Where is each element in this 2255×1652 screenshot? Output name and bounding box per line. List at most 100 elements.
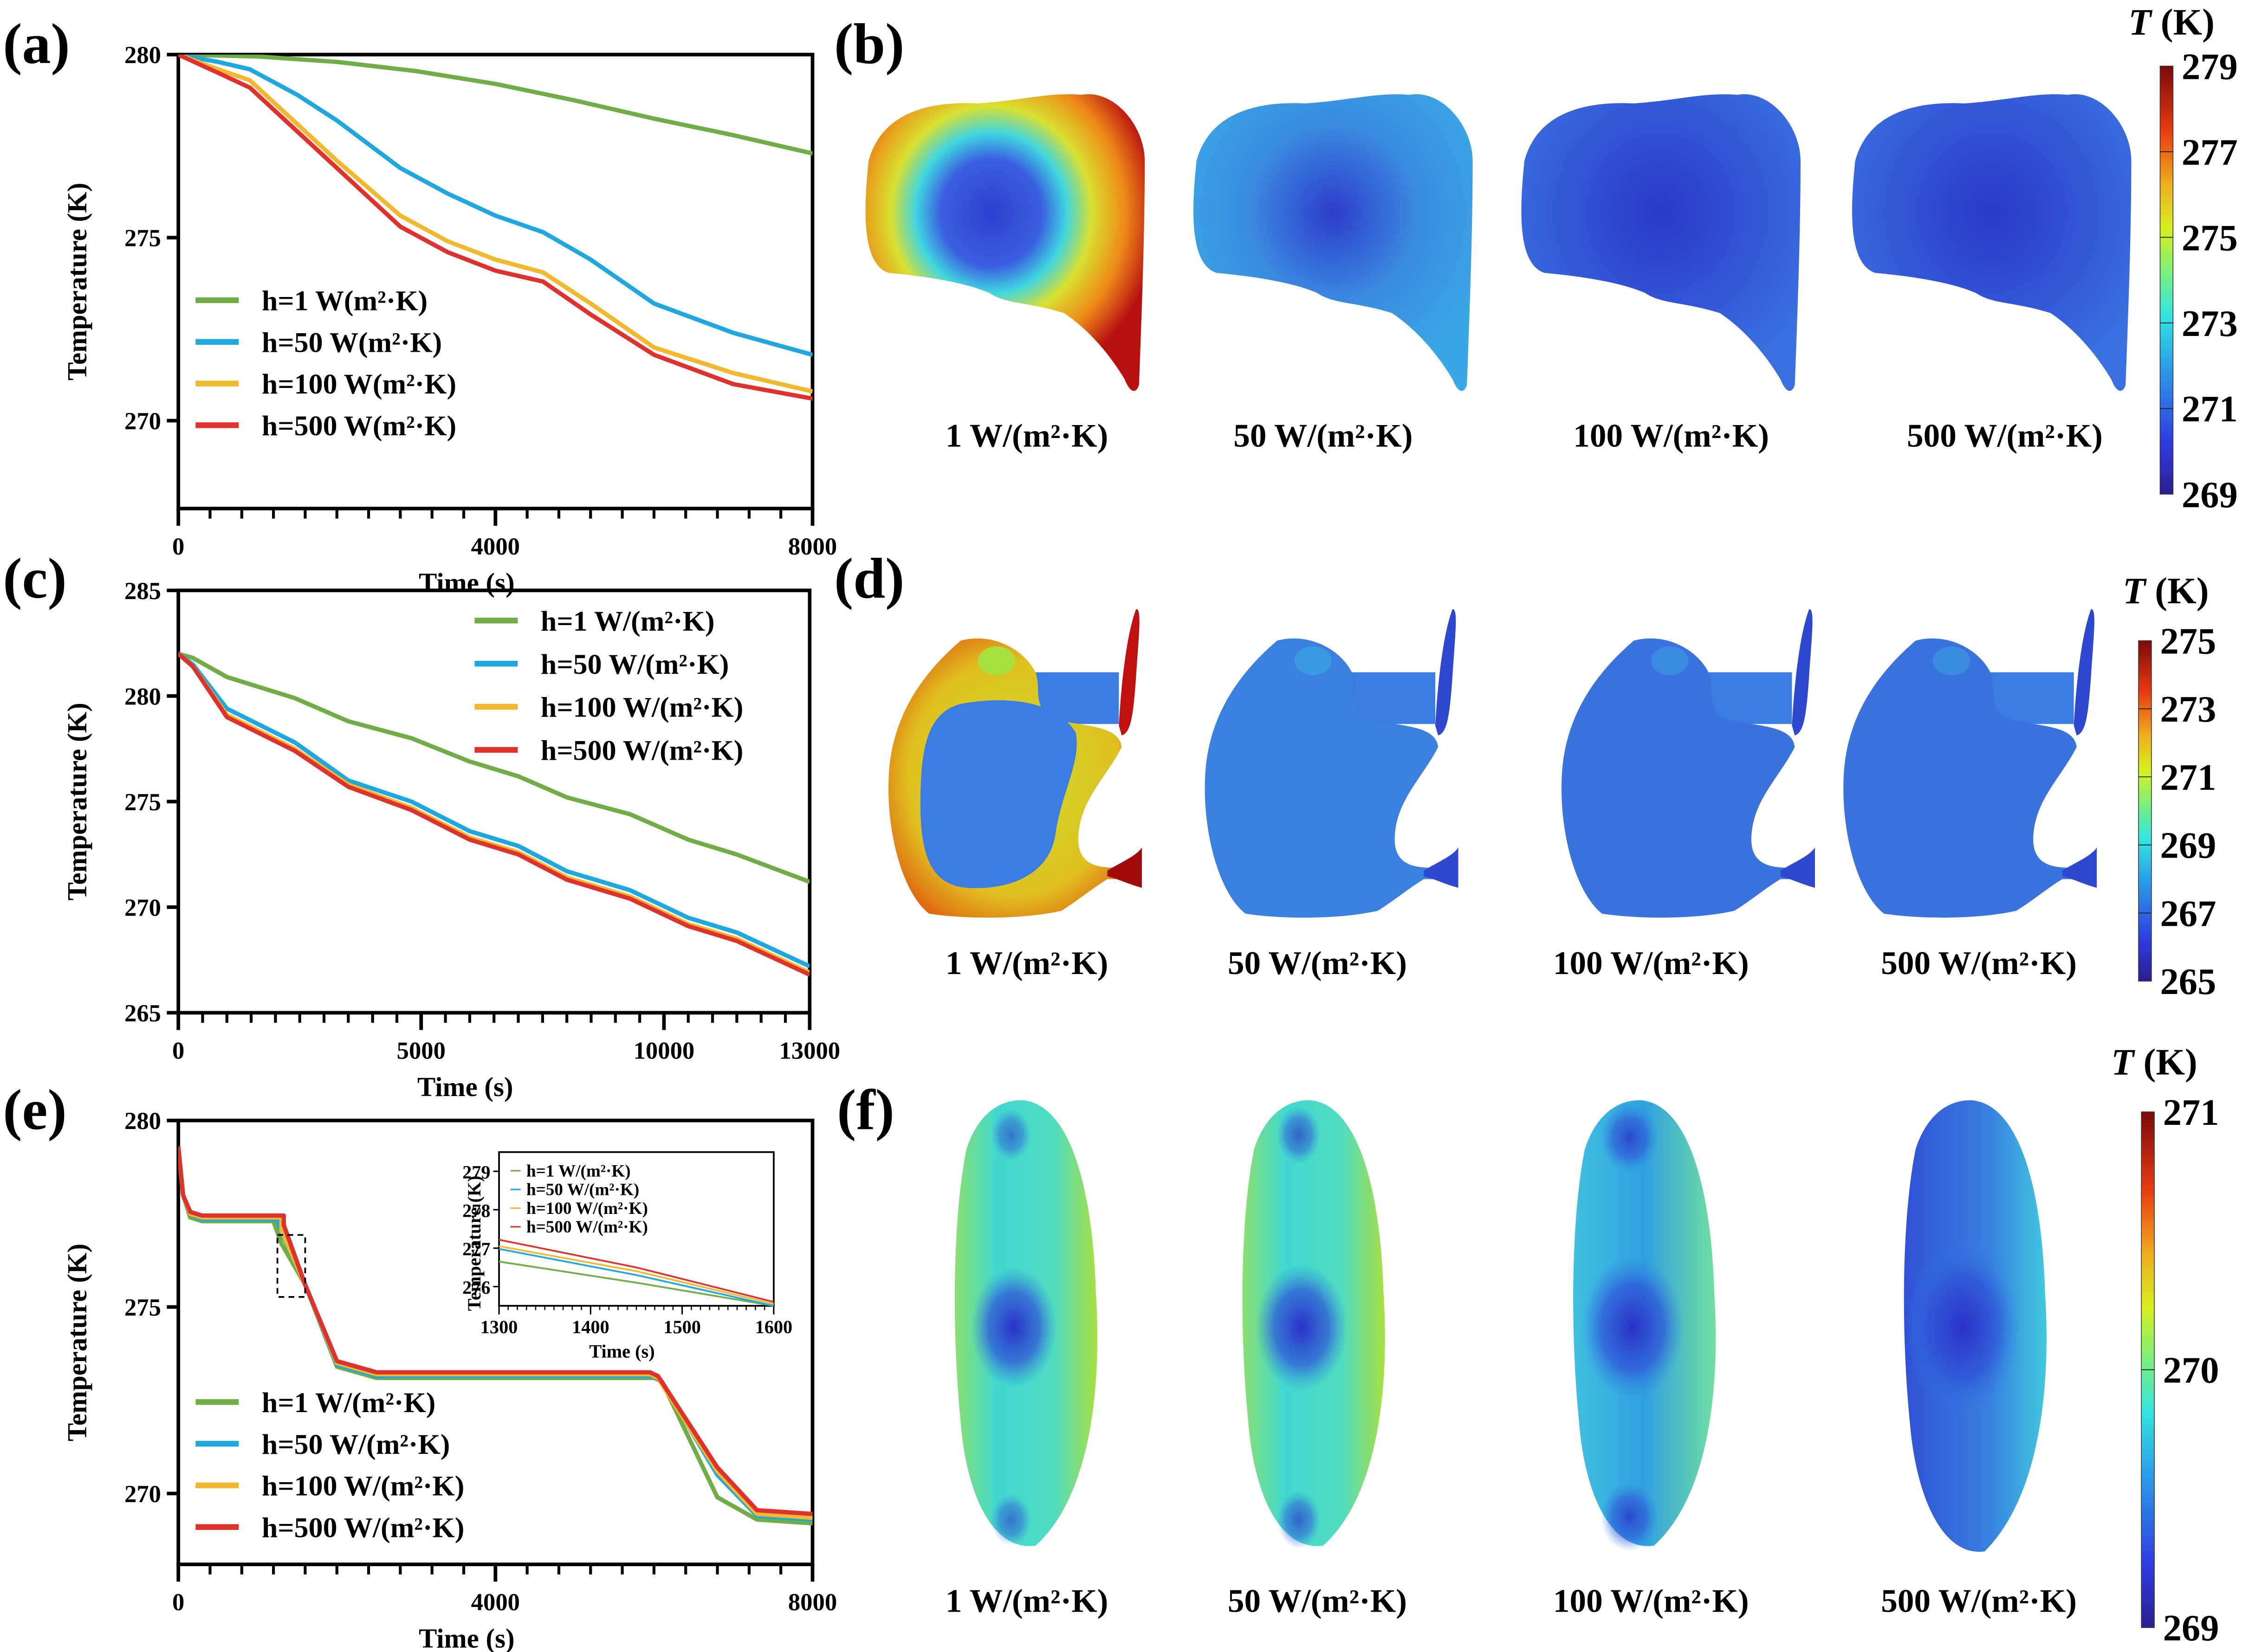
panel-label-c: (c) (3, 547, 67, 610)
legend-label-2: h=100 W/(m²·K) (262, 1471, 464, 1502)
y-tick-label: 270 (124, 408, 161, 435)
colorbar-tick-label: 271 (2163, 1092, 2219, 1133)
inset-x-tick-label: 1500 (663, 1316, 701, 1337)
y-tick-label: 275 (124, 1294, 161, 1321)
inset-y-tick-label: 278 (462, 1200, 490, 1221)
contour-d-2 (1205, 609, 1458, 918)
y-tick-label: 275 (124, 789, 161, 816)
inset-y-axis-title: Temperature (K) (464, 1175, 485, 1311)
caption-f-3: 100 W/(m²·K) (1553, 1583, 1749, 1619)
colorbar-tick-label: 275 (2182, 217, 2238, 258)
panel-label-f: (f) (837, 1078, 894, 1142)
contour-b-4 (1852, 94, 2132, 391)
colorbar-tick-label: 265 (2160, 961, 2216, 1002)
y-axis-title: Temperature (K) (62, 183, 92, 381)
series-line-2 (178, 54, 813, 394)
contour-b-3 (1521, 94, 1801, 391)
zoom-region-box (276, 1234, 306, 1298)
colorbar-title-unit: (K) (2145, 570, 2209, 612)
inset-series-line-1 (499, 1248, 774, 1307)
caption-f-1: 1 W/(m²·K) (946, 1583, 1108, 1619)
legend-label-3: h=500 W/(m²·K) (262, 1512, 464, 1543)
inset-y-tick-label: 276 (462, 1277, 490, 1298)
legend-label-1: h=50 W/(m²·K) (541, 649, 729, 680)
inset-legend-label-3: h=500 W/(m²·K) (526, 1218, 648, 1237)
caption-f-2: 50 W/(m²·K) (1228, 1583, 1407, 1619)
inset-legend-label-1: h=50 W/(m²·K) (526, 1181, 639, 1200)
y-tick-label: 265 (124, 1000, 161, 1027)
caption-d-3: 100 W/(m²·K) (1553, 945, 1749, 981)
colorbar-title-unit: (K) (2151, 1, 2215, 43)
colorbar-tick-label: 269 (2163, 1607, 2219, 1649)
contour-f-1 (954, 1100, 1098, 1546)
inset-x-tick-label: 1600 (755, 1316, 793, 1337)
x-tick-label: 5000 (397, 1038, 446, 1065)
x-tick-label: 4000 (471, 533, 520, 560)
contour-f-4 (1904, 1100, 2047, 1552)
series-line-0 (178, 652, 810, 884)
y-tick-label: 285 (124, 578, 161, 605)
inset-frame (498, 1151, 775, 1307)
colorbar-f: T (K) 271 270 269 (2111, 1042, 2219, 1649)
caption-d-4: 500 W/(m²·K) (1881, 945, 2077, 981)
x-tick-label: 0 (172, 1038, 184, 1065)
legend-label-0: h=1 W/(m²·K) (262, 1387, 436, 1419)
inset-x-tick-label: 1300 (480, 1316, 518, 1337)
contour-d-1 (888, 609, 1142, 918)
panel-label-b: (b) (834, 12, 904, 76)
y-tick-label: 275 (124, 225, 161, 252)
caption-b-1: 1 W/(m²·K) (946, 418, 1108, 454)
caption-b-3: 100 W/(m²·K) (1573, 418, 1769, 454)
contour-panel-d: 1 W/(m²·K) 50 W/(m²·K) 100 W/(m²·K) 500 … (888, 609, 2097, 981)
y-axis-title: Temperature (K) (62, 1244, 92, 1441)
series-line-0 (178, 54, 813, 156)
x-axis-title: Time (s) (417, 1072, 513, 1102)
y-tick-label: 270 (124, 1481, 161, 1508)
contour-b-1 (865, 94, 1145, 391)
colorbar-b: T (K)279 277 275 273 271 269 (2128, 1, 2237, 515)
colorbar-title: T (K) (2111, 1042, 2197, 1083)
y-tick-label: 270 (124, 894, 161, 921)
panel-label-a: (a) (3, 12, 70, 76)
contour-f-2 (1242, 1100, 1385, 1549)
contour-b-2 (1193, 94, 1473, 391)
x-tick-label: 10000 (634, 1038, 695, 1065)
colorbar-title-symbol: T (2123, 570, 2147, 612)
legend-label-0: h=1 W/(m²·K) (541, 606, 715, 637)
colorbar-tick-label: 271 (2182, 388, 2238, 430)
inset-x-tick-label: 1400 (572, 1316, 609, 1337)
x-axis-title: Time (s) (419, 568, 515, 598)
inset-x-axis-title: Time (s) (589, 1341, 654, 1362)
x-tick-label: 0 (172, 533, 184, 560)
series-line-3 (178, 1146, 813, 1516)
caption-b-2: 50 W/(m²·K) (1233, 418, 1413, 454)
inset-y-tick-label: 277 (462, 1239, 490, 1259)
colorbar-tick-label: 271 (2160, 757, 2216, 798)
chart-c-temperature-vs-time: 0 5000 10000 13000 265 270 275 280 285 Time (s) Te… (62, 578, 840, 1102)
inset-legend-label-0: h=1 W/(m²·K) (526, 1162, 631, 1181)
y-tick-label: 280 (124, 683, 161, 710)
colorbar-title-symbol: T (2128, 1, 2152, 43)
contour-panel-b: 1 W/(m²·K) 50 W/(m²·K) 100 W/(m²·K) 500 … (865, 94, 2132, 454)
contour-d-4 (1843, 609, 2097, 918)
inset-legend-label-2: h=100 W/(m²·K) (526, 1199, 648, 1218)
panel-label-e: (e) (3, 1078, 67, 1142)
y-tick-label: 280 (124, 1108, 161, 1135)
x-tick-label: 4000 (471, 1589, 520, 1616)
colorbar-tick-label: 275 (2160, 621, 2216, 662)
colorbar-gradient (2159, 65, 2174, 495)
legend-label-1: h=50 W/(m²·K) (262, 1429, 450, 1460)
legend-label-2: h=100 W/(m²·K) (541, 692, 743, 723)
inset-series-line-3 (499, 1239, 774, 1303)
legend-label-2: h=100 W(m²·K) (262, 368, 456, 400)
caption-d-1: 1 W/(m²·K) (946, 945, 1108, 981)
contour-panel-f: 1 W/(m²·K) 50 W/(m²·K) 100 W/(m²·K) 500 … (946, 1100, 2077, 1619)
x-tick-label: 0 (172, 1589, 184, 1616)
colorbar-tick-label: 267 (2160, 893, 2216, 934)
series-line-3 (178, 54, 813, 401)
inset-series-line-2 (499, 1245, 774, 1305)
colorbar-tick-label: 270 (2163, 1350, 2219, 1391)
colorbar-tick-label: 269 (2160, 825, 2216, 866)
legend-label-3: h=500 W(m²·K) (262, 410, 456, 442)
